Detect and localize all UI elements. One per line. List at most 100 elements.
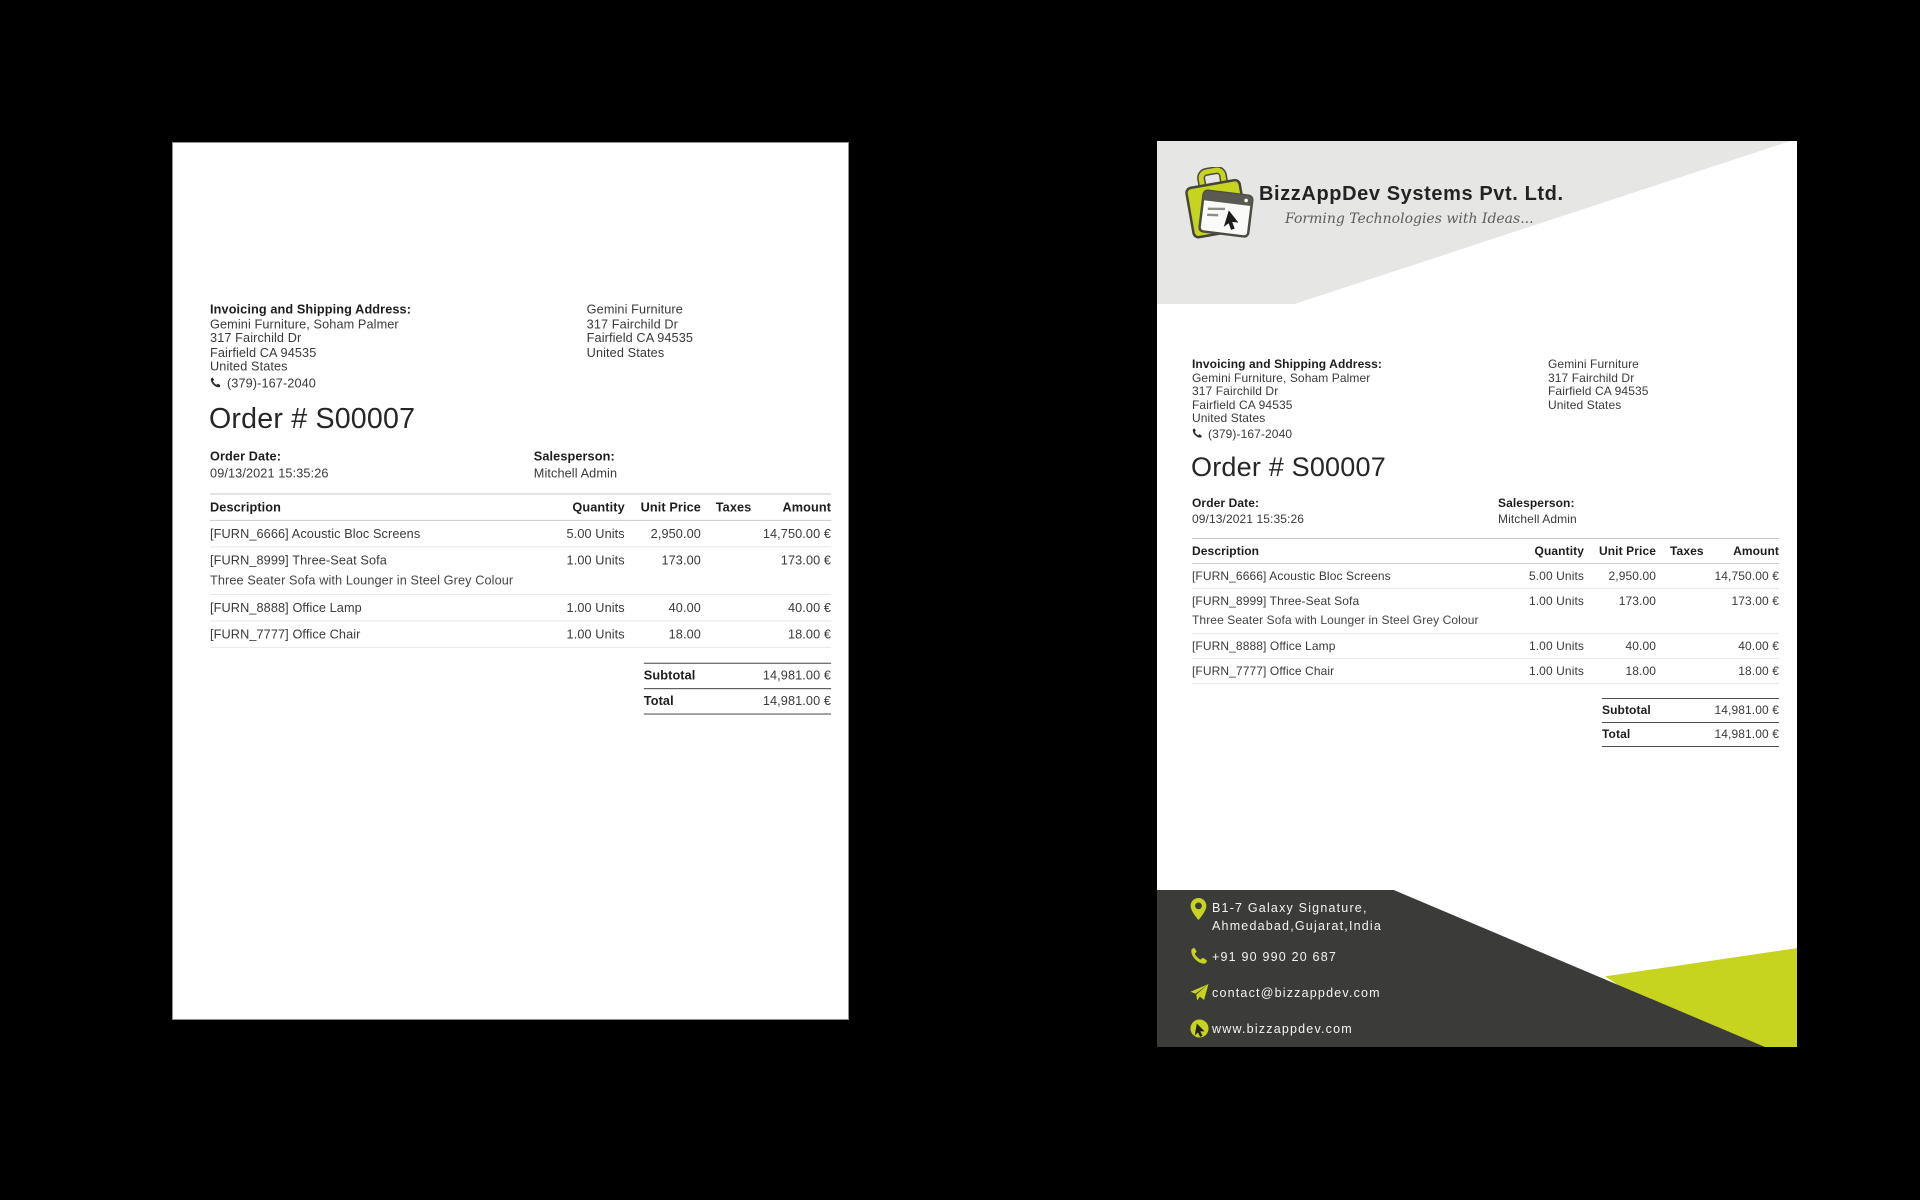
address-label: Invoicing and Shipping Address:	[210, 301, 412, 317]
table-row: [FURN_7777] Office Chair 1.00 Units 18.0…	[1192, 658, 1779, 684]
order-lines-table: Description Quantity Unit Price Taxes Am…	[210, 493, 832, 648]
cell-description: [FURN_6666] Acoustic Bloc Screens	[210, 520, 528, 548]
col-header-unit-price: Unit Price	[1584, 537, 1656, 564]
subtotal-row: Subtotal 14,981.00 €	[643, 662, 832, 688]
phone-receiver-icon	[210, 377, 221, 388]
cell-amount: 18.00 €	[762, 620, 832, 648]
cell-taxes	[1656, 633, 1714, 659]
address-label: Invoicing and Shipping Address:	[1192, 357, 1382, 371]
salesperson-value: Mitchell Admin	[533, 466, 618, 482]
total-label: Total	[1602, 726, 1631, 741]
page-title: Order # S00007	[1191, 451, 1386, 482]
billing-line: 317 Fairchild Dr	[210, 330, 302, 346]
billing-line: United States	[210, 359, 288, 375]
footer-address: B1-7 Galaxy Signature, Ahmedabad,Gujarat…	[1190, 897, 1382, 935]
cell-unit-price: 40.00	[624, 594, 701, 622]
subtotal-label: Subtotal	[643, 667, 696, 683]
cell-quantity: 1.00 Units	[527, 620, 625, 648]
salesperson-label: Salesperson:	[533, 448, 615, 464]
table-row-note: Three Seater Sofa with Lounger in Steel …	[210, 572, 832, 595]
cell-amount: 14,750.00 €	[762, 520, 832, 548]
cell-description: [FURN_8888] Office Lamp	[210, 594, 528, 622]
billing-line: Gemini Furniture, Soham Palmer	[210, 316, 399, 332]
footer-address-line1: B1-7 Galaxy Signature,	[1212, 901, 1368, 915]
order-date-value: 09/13/2021 15:35:26	[1192, 512, 1305, 527]
billing-line: 317 Fairchild Dr	[1192, 384, 1279, 399]
cell-amount: 14,750.00 €	[1714, 563, 1779, 589]
shipping-line: United States	[586, 345, 665, 360]
cell-description: [FURN_7777] Office Chair	[1192, 658, 1492, 684]
letterhead-footer: B1-7 Galaxy Signature, Ahmedabad,Gujarat…	[1157, 890, 1797, 1047]
footer-address-text: B1-7 Galaxy Signature, Ahmedabad,Gujarat…	[1212, 897, 1382, 935]
total-value: 14,981.00 €	[762, 693, 832, 709]
totals-section: Subtotal 14,981.00 € Total 14,981.00 €	[1602, 697, 1779, 747]
col-header-quantity: Quantity	[527, 493, 625, 521]
footer-website: www.bizzappdev.com	[1190, 1018, 1382, 1043]
cell-quantity: 5.00 Units	[1492, 563, 1584, 589]
cell-taxes	[1656, 588, 1714, 613]
cell-taxes	[1656, 658, 1714, 684]
cell-unit-price: 18.00	[1584, 658, 1656, 684]
cell-taxes	[700, 520, 763, 548]
cell-description-note: Three Seater Sofa with Lounger in Steel …	[210, 572, 832, 595]
cell-quantity: 5.00 Units	[527, 520, 625, 548]
order-meta: Order Date: 09/13/2021 15:35:26 Salesper…	[173, 448, 848, 483]
globe-cursor-icon	[1190, 1018, 1212, 1043]
cell-amount: 173.00 €	[780, 552, 832, 568]
billing-line: Gemini Furniture, Soham Palmer	[1192, 370, 1371, 385]
shipping-line: Gemini Furniture	[586, 301, 683, 317]
order-date: Order Date: 09/13/2021 15:35:26	[1192, 495, 1498, 528]
footer-address-line2: Ahmedabad,Gujarat,India	[1212, 919, 1383, 933]
paper-plane-icon	[1190, 982, 1212, 1007]
address-section: Invoicing and Shipping Address: Gemini F…	[173, 301, 848, 375]
cell-unit-price: 18.00	[624, 620, 701, 648]
cell-unit-price: 2,950.00	[624, 520, 701, 548]
billing-address: Invoicing and Shipping Address: Gemini F…	[210, 301, 587, 375]
footer-phone: +91 90 990 20 687	[1190, 946, 1382, 971]
salesperson-label: Salesperson:	[1498, 495, 1575, 510]
table-row: [FURN_8888] Office Lamp 1.00 Units 40.00…	[210, 594, 832, 622]
cell-quantity: 1.00 Units	[1528, 593, 1584, 608]
order-date-label: Order Date:	[1192, 495, 1260, 510]
cell-description: [FURN_8999] Three-Seat Sofa	[1192, 593, 1360, 608]
subtotal-value: 14,981.00 €	[762, 667, 832, 683]
footer-website-text: www.bizzappdev.com	[1212, 1022, 1353, 1036]
salesperson: Salesperson: Mitchell Admin	[534, 448, 617, 483]
subtotal-row: Subtotal 14,981.00 €	[1602, 697, 1779, 722]
shipping-line: Gemini Furniture	[1548, 357, 1639, 371]
cell-taxes	[700, 620, 763, 648]
shipping-line: 317 Fairchild Dr	[586, 316, 678, 332]
order-lines-table: Description Quantity Unit Price Taxes Am…	[1192, 537, 1779, 684]
subtotal-value: 14,981.00 €	[1714, 702, 1779, 717]
company-tagline: Forming Technologies with Ideas...	[1285, 211, 1534, 227]
address-section: Invoicing and Shipping Address: Gemini F…	[1157, 357, 1797, 426]
order-document: Invoicing and Shipping Address: Gemini F…	[173, 301, 848, 715]
shipping-address: Gemini Furniture 317 Fairchild Dr Fairfi…	[586, 301, 829, 375]
col-header-unit-price: Unit Price	[624, 493, 701, 521]
cell-description: [FURN_6666] Acoustic Bloc Screens	[1192, 563, 1492, 589]
company-name: BizzAppDev Systems Pvt. Ltd.	[1259, 183, 1564, 205]
order-date: Order Date: 09/13/2021 15:35:26	[210, 448, 534, 483]
table-row: [FURN_8888] Office Lamp 1.00 Units 40.00…	[1192, 633, 1779, 659]
order-date-label: Order Date:	[210, 448, 282, 464]
briefcase-window-cursor-logo	[1185, 167, 1254, 239]
footer-phone-text: +91 90 990 20 687	[1212, 950, 1338, 964]
cell-taxes	[1656, 563, 1714, 589]
order-document: Invoicing and Shipping Address: Gemini F…	[1157, 357, 1797, 747]
order-date-value: 09/13/2021 15:35:26	[210, 466, 329, 482]
billing-phone-number: (379)-167-2040	[226, 375, 316, 391]
col-header-taxes: Taxes	[1656, 537, 1714, 564]
phone-icon	[1190, 946, 1212, 971]
cell-description: [FURN_8888] Office Lamp	[1192, 633, 1492, 659]
shipping-line: 317 Fairchild Dr	[1548, 370, 1635, 385]
billing-phone: (379)-167-2040	[210, 375, 848, 391]
total-row: Total 14,981.00 €	[643, 688, 832, 715]
col-header-description: Description	[1192, 537, 1492, 564]
location-pin-icon	[1190, 897, 1212, 925]
cell-quantity: 1.00 Units	[527, 594, 625, 622]
col-header-description: Description	[210, 493, 528, 521]
billing-phone: (379)-167-2040	[1192, 427, 1797, 441]
cell-description: [FURN_8999] Three-Seat Sofa	[210, 552, 387, 568]
col-header-amount: Amount	[762, 493, 832, 521]
document-page-branded: BizzAppDev Systems Pvt. Ltd. Forming Tec…	[1157, 141, 1797, 1047]
